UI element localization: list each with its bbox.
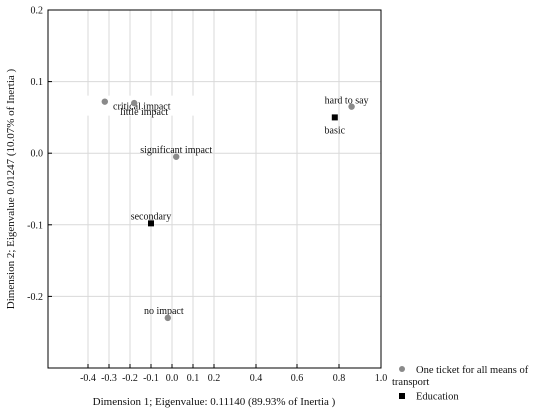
point-label-1-1: secondary bbox=[131, 211, 172, 222]
x-tick-label-9: 0.8 bbox=[333, 373, 346, 384]
point-0-4 bbox=[164, 314, 171, 322]
point-0-3 bbox=[173, 153, 180, 160]
point-label-0-3: significant impact bbox=[140, 145, 212, 156]
y-axis-title: Dimension 2; Eigenvalue 0.01247 (10.07% … bbox=[5, 68, 17, 309]
x-tick-label-4: 0.0 bbox=[166, 373, 179, 384]
x-tick-label-1: -0.3 bbox=[101, 373, 117, 384]
x-tick-label-2: -0.2 bbox=[122, 373, 138, 384]
y-tick-label-3: -0.1 bbox=[27, 220, 43, 231]
x-tick-label-10: 1.0 bbox=[375, 373, 388, 384]
legend: One ticket for all means of transport Educ… bbox=[392, 365, 529, 403]
x-axis-title: Dimension 1; Eigenvalue: 0.11140 (89.93%… bbox=[93, 396, 336, 408]
x-tick-label-3: -0.1 bbox=[143, 373, 159, 384]
series-1 bbox=[148, 114, 338, 227]
point-label-0-2: little impact bbox=[120, 107, 168, 118]
y-tick-label-2: 0.0 bbox=[31, 149, 44, 160]
y-tick-label-4: -0.2 bbox=[27, 292, 43, 303]
legend-marker-1 bbox=[399, 393, 405, 399]
x-tick-label-5: 0.1 bbox=[187, 373, 200, 384]
point-label-0-5: hard to say bbox=[325, 96, 369, 107]
x-tick-label-7: 0.4 bbox=[250, 373, 263, 384]
point-0-1 bbox=[101, 98, 109, 105]
legend-marker-0 bbox=[399, 366, 405, 372]
y-tick-label-1: 0.1 bbox=[31, 77, 44, 88]
x-tick-label-6: 0.2 bbox=[208, 373, 221, 384]
legend-label-0: One ticket for all means of transport bbox=[392, 365, 529, 388]
x-tick-label-0: -0.4 bbox=[80, 373, 96, 384]
point-label-0-1: critical impact bbox=[113, 102, 171, 113]
point-0-2 bbox=[131, 99, 138, 107]
series-0 bbox=[101, 98, 355, 322]
x-tick-label-8: 0.6 bbox=[291, 373, 304, 384]
point-1-1 bbox=[148, 220, 154, 227]
point-label-1-0: basic bbox=[325, 125, 346, 136]
point-0-5 bbox=[348, 103, 355, 110]
legend-label-1: Education bbox=[416, 392, 459, 403]
point-label-0-4: no impact bbox=[144, 306, 184, 317]
y-tick-label-0: 0.2 bbox=[31, 6, 44, 17]
point-1-0 bbox=[331, 114, 338, 121]
label-bg-0-1 bbox=[79, 95, 204, 116]
